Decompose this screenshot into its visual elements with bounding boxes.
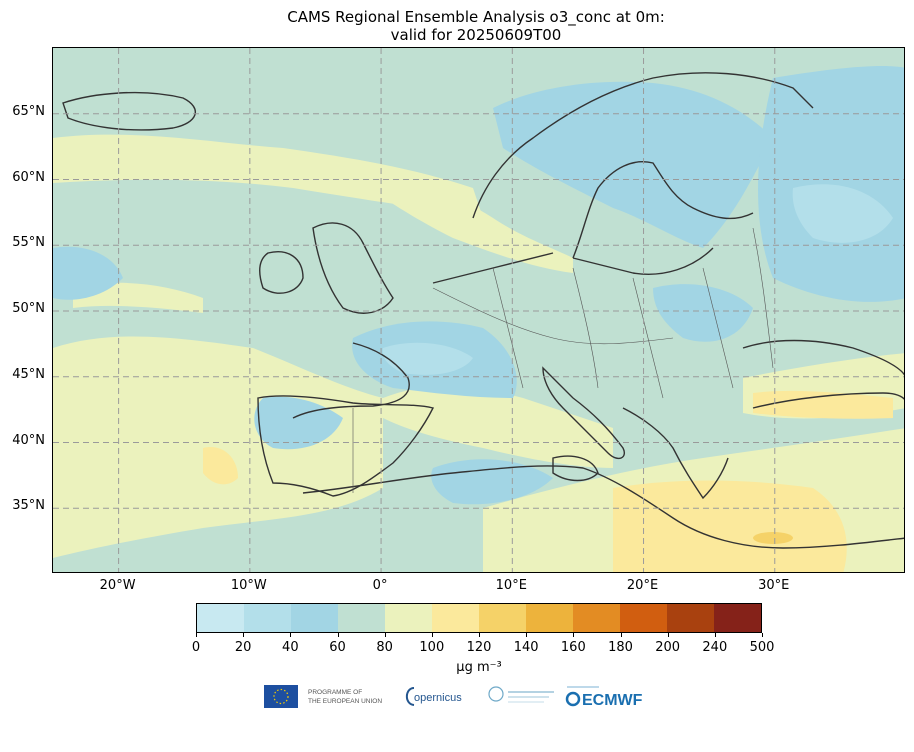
sponsor-logos: PROGRAMME OF THE EUROPEAN UNION opernicu…: [264, 684, 664, 712]
colorbar-segment: [432, 604, 479, 632]
colorbar-tickmark: [479, 633, 480, 637]
eu-flag-logo: [264, 685, 298, 708]
colorbar-segment: [620, 604, 667, 632]
colorbar-segment: [291, 604, 338, 632]
latitude-label: 50°N: [12, 301, 45, 316]
colorbar-tickmark: [667, 633, 669, 637]
colorbar-tick-label: 200: [655, 640, 681, 655]
field-band-120-140: [753, 532, 793, 544]
latitude-label: 55°N: [12, 235, 45, 251]
field-band-80-100: [53, 134, 904, 572]
map-canvas: [53, 48, 904, 572]
colorbar: [196, 603, 762, 633]
ecmwf-logo: ECMWF: [565, 686, 643, 709]
latitude-label: 40°N: [12, 432, 45, 448]
colorbar-segment: [526, 604, 573, 632]
colorbar-segment: [197, 604, 244, 632]
colorbar-tickmark: [337, 633, 339, 637]
ecmwf-text: ECMWF: [582, 692, 643, 709]
longitude-label: 20°W: [99, 578, 136, 593]
longitude-label: 10°E: [495, 578, 527, 593]
colorbar-segment: [573, 604, 620, 632]
colorbar-tickmark: [526, 633, 528, 637]
colorbar-tickmark: [573, 633, 575, 637]
colorbar-tick-label: 140: [513, 640, 539, 655]
field-band-100-120: [203, 390, 893, 572]
colorbar-tick-label: 240: [702, 640, 728, 655]
colorbar-tick-label: 60: [329, 640, 346, 655]
colorbar-tick-label: 160: [560, 640, 586, 655]
colorbar-segment: [667, 604, 714, 632]
colorbar-segment: [385, 604, 432, 632]
latitude-label: 60°N: [12, 169, 45, 185]
colorbar-unit-label: μg m⁻³: [456, 660, 502, 675]
country-borders: [352, 227, 774, 493]
latitude-label: 35°N: [12, 498, 45, 514]
colorbar-tick-label: 40: [282, 640, 299, 655]
colorbar-tick-label: 120: [466, 640, 492, 655]
map-title-line-2: valid for 20250609T00: [390, 26, 562, 44]
ozone-concentration-map: [52, 47, 905, 573]
longitude-label: 30°E: [758, 578, 790, 593]
colorbar-tickmark: [243, 633, 245, 637]
colorbar-tick-label: 0: [191, 640, 201, 655]
map-title-line-1: CAMS Regional Ensemble Analysis o3_conc …: [287, 8, 665, 26]
colorbar-tickmark: [384, 633, 386, 637]
colorbar-tick-label: 80: [376, 640, 393, 655]
longitude-label: 10°W: [230, 578, 267, 593]
longitude-label: 0°: [372, 578, 388, 593]
gridlines: [53, 48, 904, 572]
colorbar-tickmark: [196, 633, 197, 637]
coastlines: [62, 72, 904, 549]
field-band-20-40: [382, 184, 893, 375]
colorbar-segment: [338, 604, 385, 632]
colorbar-tickmark: [714, 633, 716, 637]
latitude-label: 65°N: [12, 103, 45, 119]
colorbar-tick-label: 180: [608, 640, 633, 655]
colorbar-tickmark: [431, 633, 433, 637]
logos-canvas: PROGRAMME OF THE EUROPEAN UNION opernicu…: [264, 685, 643, 709]
latitude-label: 45°N: [12, 366, 45, 382]
colorbar-segment: [479, 604, 526, 632]
atmosphere-service-logo: [488, 686, 554, 703]
colorbar-tickmark: [762, 633, 763, 637]
colorbar-segment: [244, 604, 291, 632]
colorbar-tickmark: [290, 633, 292, 637]
colorbar-tick-label: 20: [234, 640, 252, 655]
longitude-label: 20°E: [626, 578, 659, 593]
copernicus-logo: opernicus: [405, 687, 462, 706]
eu-union-text: THE EUROPEAN UNION: [308, 698, 382, 705]
colorbar-tick-label: 100: [419, 640, 445, 655]
colorbar-tick-label: 500: [749, 640, 775, 655]
copernicus-text: opernicus: [414, 692, 462, 704]
colorbar-tickmark: [620, 633, 622, 637]
colorbar-segment: [714, 604, 761, 632]
eu-programme-text: PROGRAMME OF: [308, 689, 362, 696]
